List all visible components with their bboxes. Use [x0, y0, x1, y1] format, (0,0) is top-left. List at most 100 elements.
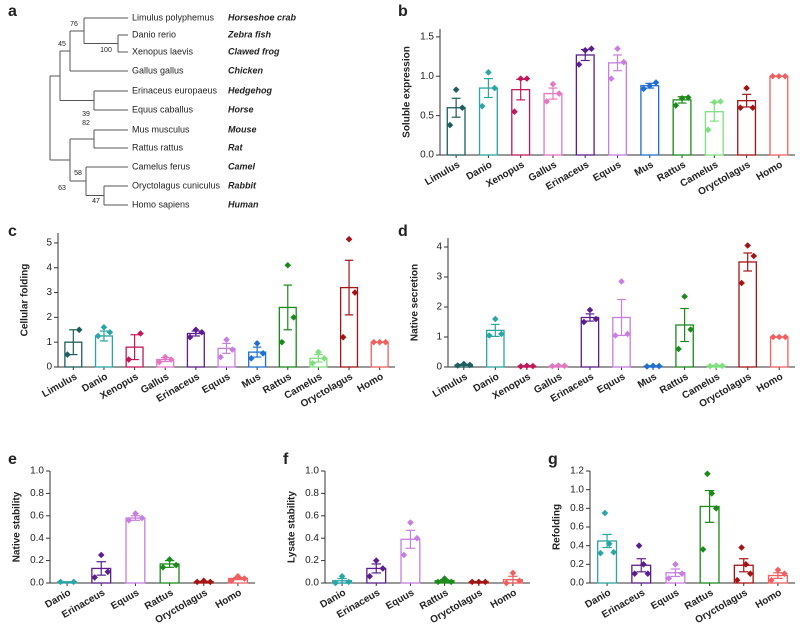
data-point — [57, 578, 64, 586]
x-tick-label: Limulus — [40, 371, 79, 400]
data-point — [475, 578, 483, 586]
data-point — [460, 360, 468, 368]
data-point — [747, 570, 754, 577]
support-value: 76 — [70, 21, 78, 28]
data-point — [620, 58, 628, 66]
species-name: Limulus polyphemus — [132, 12, 215, 22]
data-point — [737, 104, 744, 112]
data-point — [592, 315, 600, 323]
data-point — [675, 345, 682, 353]
panel-label: c — [8, 223, 17, 240]
data-point — [649, 362, 657, 370]
data-point — [75, 326, 83, 334]
data-point — [138, 514, 146, 522]
data-point — [229, 346, 236, 353]
data-point — [492, 315, 499, 323]
data-point — [259, 350, 267, 357]
y-tick-label: 4 — [46, 262, 52, 273]
data-point — [482, 578, 489, 586]
data-point — [717, 98, 724, 105]
data-point — [581, 46, 589, 54]
x-tick-label: Homo — [214, 587, 244, 611]
y-tick-label: 1.0 — [570, 484, 584, 495]
data-point — [672, 102, 680, 109]
data-point — [517, 363, 525, 370]
data-point — [91, 574, 98, 581]
data-point — [644, 570, 652, 577]
support-value: 58 — [74, 170, 82, 177]
data-point — [64, 351, 71, 358]
y-axis-label: Lysate stability — [287, 491, 298, 563]
data-point — [167, 356, 175, 363]
data-point — [498, 330, 505, 338]
data-point — [70, 578, 77, 586]
data-point — [345, 235, 353, 243]
panel-label: e — [8, 451, 17, 468]
data-point — [718, 362, 726, 370]
x-tick-label: Equus — [384, 587, 416, 612]
data-point — [586, 306, 594, 314]
data-point — [366, 572, 373, 580]
data-point — [156, 358, 163, 366]
data-point — [217, 353, 224, 361]
species-name: Camelus ferus — [132, 161, 191, 171]
data-point — [678, 570, 686, 577]
data-point — [738, 279, 745, 287]
data-point — [284, 261, 292, 269]
data-point — [678, 95, 686, 102]
data-point — [370, 338, 378, 346]
data-point — [555, 362, 562, 369]
y-tick-label: 1 — [46, 337, 52, 348]
data-point — [234, 572, 242, 580]
data-point — [372, 557, 380, 564]
x-tick-label: Mus — [633, 159, 656, 179]
data-point — [775, 72, 783, 80]
data-point — [744, 242, 751, 249]
bar — [738, 261, 758, 368]
y-tick-label: 0.0 — [570, 578, 584, 589]
data-point — [351, 289, 359, 296]
data-point — [781, 333, 789, 341]
data-point — [523, 362, 531, 370]
data-point — [743, 84, 750, 92]
data-point — [618, 278, 625, 285]
data-point — [338, 572, 346, 580]
data-point — [223, 336, 230, 344]
data-point — [612, 332, 619, 339]
data-point — [309, 359, 316, 367]
data-point — [339, 333, 347, 341]
data-point — [529, 362, 537, 370]
support-value: 45 — [58, 41, 66, 48]
common-name: Rat — [228, 142, 244, 152]
common-name: Camel — [228, 161, 256, 171]
y-tick-label: 0.8 — [570, 503, 584, 514]
species-name: Homo sapiens — [132, 199, 190, 209]
data-point — [607, 75, 615, 82]
y-tick-label: 0.6 — [570, 522, 584, 533]
data-point — [94, 332, 102, 340]
y-tick-label: 2 — [46, 312, 52, 323]
support-value: 63 — [58, 185, 66, 192]
x-tick-label: Homo — [489, 587, 519, 611]
data-point — [400, 551, 408, 559]
data-point — [247, 355, 255, 362]
data-point — [253, 340, 261, 347]
x-tick-label: Equus — [200, 371, 232, 396]
species-name: Xenopus laevis — [132, 46, 194, 56]
data-point — [441, 575, 448, 582]
data-point — [711, 98, 718, 106]
species-name: Gallus gallus — [132, 65, 184, 75]
data-point — [161, 353, 169, 361]
data-point — [228, 577, 235, 585]
data-point — [241, 575, 248, 582]
y-tick-label: 0 — [436, 362, 442, 373]
data-point — [200, 577, 208, 585]
y-tick-label: 0.2 — [570, 559, 584, 570]
data-point — [712, 505, 720, 512]
data-point — [207, 578, 214, 586]
data-point — [447, 578, 455, 586]
data-point — [738, 544, 745, 551]
y-tick-label: 0.2 — [30, 555, 44, 566]
y-axis-label: Soluble expression — [402, 46, 413, 138]
y-tick-label: 0.2 — [305, 555, 319, 566]
